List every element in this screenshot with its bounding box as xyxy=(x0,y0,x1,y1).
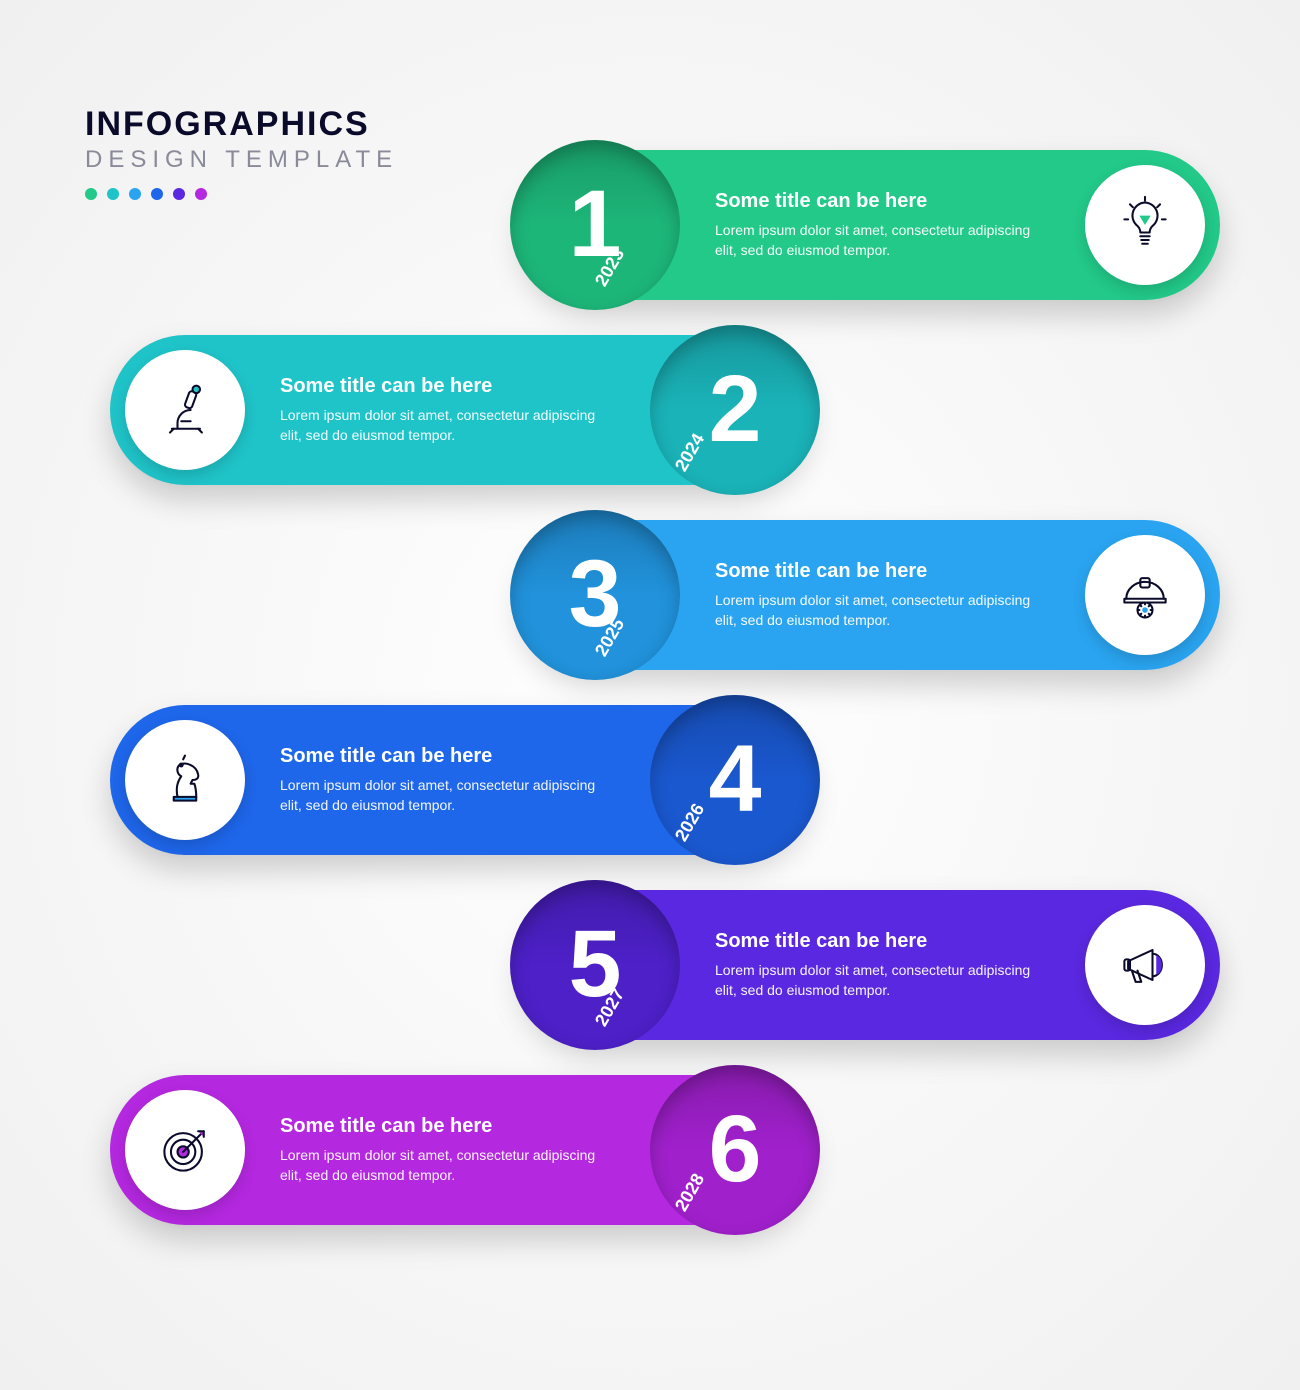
header-dot xyxy=(85,188,97,200)
header-title: INFOGRAPHICS xyxy=(85,105,398,144)
step-title: Some title can be here xyxy=(715,930,1045,953)
step-description: Lorem ipsum dolor sit amet, consectetur … xyxy=(280,406,610,445)
number-circle: 42026 xyxy=(650,695,820,865)
target-icon xyxy=(125,1090,245,1210)
step-text: Some title can be here Lorem ipsum dolor … xyxy=(280,1115,610,1185)
step-title: Some title can be here xyxy=(280,1115,610,1138)
header-dot xyxy=(107,188,119,200)
step-title: Some title can be here xyxy=(280,745,610,768)
step-year: 2024 xyxy=(671,430,709,475)
step-1: 12023 Some title can be hereLorem ipsum … xyxy=(520,150,1220,300)
megaphone-icon xyxy=(1085,905,1205,1025)
chess-icon xyxy=(125,720,245,840)
step-text: Some title can be here Lorem ipsum dolor … xyxy=(715,190,1045,260)
helmet-icon xyxy=(1085,535,1205,655)
header: INFOGRAPHICS DESIGN TEMPLATE xyxy=(85,105,398,200)
step-description: Lorem ipsum dolor sit amet, consectetur … xyxy=(280,1146,610,1185)
step-text: Some title can be here Lorem ipsum dolor … xyxy=(280,745,610,815)
step-number: 4 xyxy=(709,737,762,823)
step-description: Lorem ipsum dolor sit amet, consectetur … xyxy=(715,221,1045,260)
step-title: Some title can be here xyxy=(280,375,610,398)
microscope-icon xyxy=(125,350,245,470)
header-subtitle: DESIGN TEMPLATE xyxy=(85,146,398,174)
step-text: Some title can be here Lorem ipsum dolor … xyxy=(715,560,1045,630)
step-description: Lorem ipsum dolor sit amet, consectetur … xyxy=(280,776,610,815)
step-text: Some title can be here Lorem ipsum dolor … xyxy=(715,930,1045,1000)
header-dot xyxy=(129,188,141,200)
step-number: 2 xyxy=(709,367,762,453)
header-dot xyxy=(151,188,163,200)
header-dots xyxy=(85,188,398,200)
header-dot xyxy=(173,188,185,200)
step-5: 52027 Some title can be hereLorem ipsum … xyxy=(520,890,1220,1040)
step-6: 62028 Some title can be here Lorem ipsum … xyxy=(110,1075,810,1225)
header-dot xyxy=(195,188,207,200)
step-3: 32025 Some title can be hereLorem ipsum … xyxy=(520,520,1220,670)
step-text: Some title can be here Lorem ipsum dolor … xyxy=(280,375,610,445)
step-description: Lorem ipsum dolor sit amet, consectetur … xyxy=(715,591,1045,630)
step-year: 2026 xyxy=(671,800,709,845)
lightbulb-icon xyxy=(1085,165,1205,285)
step-title: Some title can be here xyxy=(715,560,1045,583)
number-circle: 62028 xyxy=(650,1065,820,1235)
number-circle: 22024 xyxy=(650,325,820,495)
number-circle: 52027 xyxy=(510,880,680,1050)
step-number: 6 xyxy=(709,1107,762,1193)
step-description: Lorem ipsum dolor sit amet, consectetur … xyxy=(715,961,1045,1000)
step-4: 42026 Some title can be here Lorem ipsum … xyxy=(110,705,810,855)
step-2: 22024 Some title can be here Lorem ipsum … xyxy=(110,335,810,485)
number-circle: 32025 xyxy=(510,510,680,680)
step-year: 2028 xyxy=(671,1170,709,1215)
step-title: Some title can be here xyxy=(715,190,1045,213)
number-circle: 12023 xyxy=(510,140,680,310)
